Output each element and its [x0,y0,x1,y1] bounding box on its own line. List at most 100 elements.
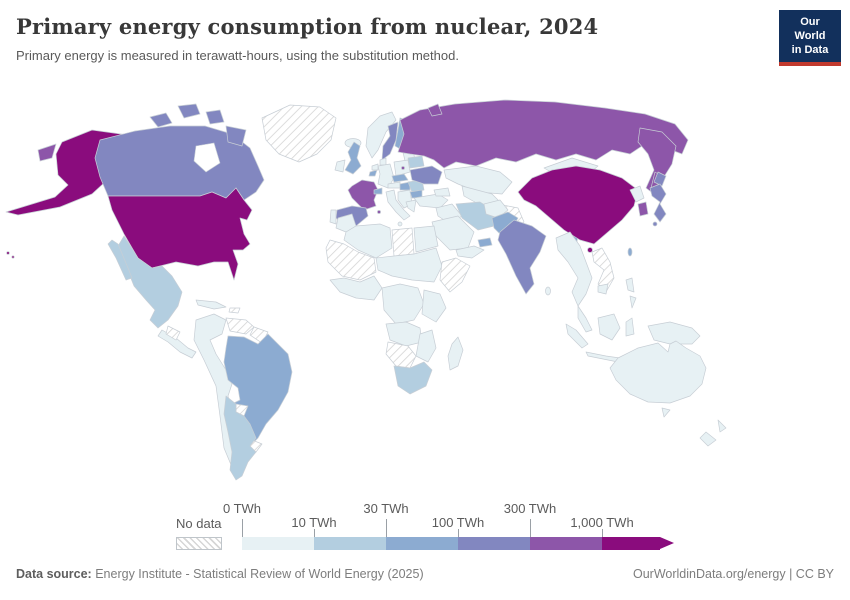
region-yemen-oman[interactable] [455,245,485,259]
country-hispaniola[interactable] [228,307,241,314]
legend-tick-10: 10 TWh [291,515,337,530]
country-kazakhstan[interactable] [443,165,513,195]
country-china-hainan[interactable] [587,247,593,253]
country-netherlands[interactable] [371,163,379,171]
legend-tick-1000: 1,000 TWh [570,515,634,530]
chart-footer: Data source: Energy Institute - Statisti… [0,567,850,581]
country-norway[interactable] [365,111,397,159]
country-indonesia-sumatra[interactable] [565,323,589,349]
legend-no-data-swatch[interactable] [176,537,222,550]
country-cambodia[interactable] [597,283,609,295]
country-taiwan[interactable] [627,247,633,257]
country-ireland[interactable] [334,159,346,173]
country-china[interactable] [517,165,639,245]
region-horn-of-africa[interactable] [439,257,471,293]
legend-swatch-100-300[interactable] [458,537,530,550]
chart-header: Primary energy consumption from nuclear,… [16,14,770,63]
country-papua-new-guinea[interactable] [647,321,701,345]
country-south-africa[interactable] [393,361,433,395]
country-uk[interactable] [344,141,362,175]
country-usa-hawaii-2[interactable] [11,255,15,259]
legend-swatch-30-100[interactable] [386,537,458,550]
map-legend: No data 0 TWh 10 TWh 30 TWh 100 TWh 300 … [0,500,850,556]
country-japan-kyushu[interactable] [652,221,658,227]
country-russia-kaliningrad[interactable] [401,166,405,170]
country-russia[interactable] [397,99,689,169]
country-usa-hawaii[interactable] [6,251,10,255]
country-new-zealand-north[interactable] [717,419,727,433]
country-russia-chukotka[interactable] [37,143,57,162]
region-chad-sudan[interactable] [375,247,443,283]
region-east-africa[interactable] [421,289,447,323]
region-wsahara-mali[interactable] [325,239,377,281]
region-central-america[interactable] [157,329,197,359]
country-indonesia-borneo[interactable] [597,313,621,341]
country-cuba[interactable] [195,299,227,310]
legend-tickmark [530,519,531,537]
country-mexico-baja[interactable] [107,239,133,281]
country-argentina[interactable] [223,395,257,481]
country-madagascar[interactable] [447,336,464,371]
country-algeria[interactable] [343,223,393,259]
footer-attribution-link[interactable]: OurWorldinData.org/energy | CC BY [632,567,834,581]
region-caucasus[interactable] [433,187,451,197]
country-philippines[interactable] [625,277,635,293]
country-canada-arctic-2[interactable] [177,103,201,119]
world-map[interactable] [0,92,850,492]
data-source-prefix: Data source: [16,567,92,581]
legend-swatch-over-1000[interactable] [602,537,660,550]
country-belarus[interactable] [407,155,425,169]
country-north-korea[interactable] [629,185,645,203]
legend-swatch-300-1000[interactable] [530,537,602,550]
country-indonesia-java[interactable] [585,351,621,363]
country-egypt[interactable] [413,225,439,253]
country-nicaragua[interactable] [165,325,181,341]
country-canada-arctic-3[interactable] [205,109,225,125]
country-canada-baffin[interactable] [225,125,247,147]
region-west-africa[interactable] [329,275,383,301]
country-new-zealand-south[interactable] [699,431,717,447]
country-ukraine[interactable] [409,165,443,185]
legend-tickmark [602,529,603,537]
legend-tick-100: 100 TWh [431,515,485,530]
region-malay-peninsula[interactable] [577,305,593,333]
country-sri-lanka[interactable] [545,286,551,296]
region-namibia-botswana[interactable] [385,341,417,369]
region-central-africa[interactable] [381,283,425,325]
country-canada-arctic-1[interactable] [149,112,173,128]
country-south-korea[interactable] [637,201,649,217]
country-japan-honshu[interactable] [649,183,667,223]
country-greece[interactable] [405,199,417,213]
country-greenland[interactable] [261,104,337,163]
country-venezuela[interactable] [225,317,255,335]
country-belgium[interactable] [368,169,378,177]
region-myanmar-thailand[interactable] [555,231,593,307]
region-mozambique[interactable] [415,329,437,363]
country-denmark[interactable] [379,157,387,166]
country-indonesia-sulawesi[interactable] [625,317,635,337]
country-portugal[interactable] [329,209,337,225]
country-russia-novaya-zemlya[interactable] [427,103,443,117]
owid-logo-line1: Our World [794,16,826,42]
country-australia-tasmania[interactable] [661,407,671,418]
legend-swatch-0-10[interactable] [242,537,314,550]
country-australia[interactable] [609,340,707,404]
country-india[interactable] [497,219,547,295]
country-italy-sicily[interactable] [397,221,403,227]
owid-logo[interactable]: Our World in Data [779,10,841,67]
country-uae[interactable] [477,237,493,248]
country-italy[interactable] [385,189,411,221]
country-canada[interactable] [94,125,265,201]
legend-arrow [660,537,674,549]
country-switzerland[interactable] [373,187,383,195]
region-czech-slovakia[interactable] [391,173,409,183]
country-sweden[interactable] [381,121,399,161]
country-turkey[interactable] [413,193,449,209]
owid-logo-line2: in Data [791,43,829,56]
legend-swatch-10-30[interactable] [314,537,386,550]
country-france[interactable] [347,179,379,211]
country-philippines-south[interactable] [629,295,637,309]
country-japan-hokkaido[interactable] [653,171,667,187]
country-france-corsica[interactable] [377,210,381,214]
country-libya[interactable] [391,227,415,257]
